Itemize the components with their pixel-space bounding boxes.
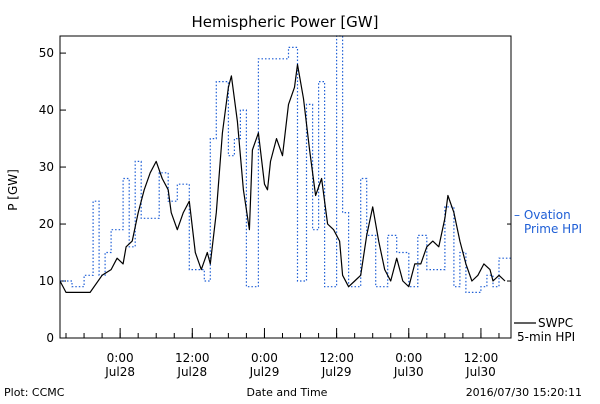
legend-ovation-line1: – Ovation: [514, 208, 571, 222]
legend-swpc-line2: 5-min HPI: [517, 330, 575, 344]
x-tick-time-label: 12:00: [319, 351, 354, 365]
x-tick-time-label: 0:00: [395, 351, 422, 365]
x-tick-date-label: Jul28: [176, 365, 207, 379]
plot-timestamp: 2016/07/30 15:20:11: [466, 386, 582, 399]
y-tick-label: 0: [46, 331, 54, 345]
series-line-swpc-5min-hpi: [59, 63, 506, 293]
y-tick-label: 30: [39, 160, 54, 174]
plot-credit: Plot: CCMC: [4, 386, 65, 399]
x-axis-label: Date and Time: [247, 386, 328, 399]
legend-ovation-line2: Prime HPI: [524, 222, 582, 236]
y-tick-label: 20: [39, 217, 54, 231]
x-tick-time-label: 0:00: [251, 351, 278, 365]
plot-frame: [59, 35, 512, 339]
chart-title: Hemispheric Power [GW]: [192, 13, 379, 31]
y-tick-label: 10: [39, 274, 54, 288]
y-tick-label: 40: [39, 103, 54, 117]
x-tick-time-label: 12:00: [464, 351, 499, 365]
x-tick-date-label: Jul29: [321, 365, 352, 379]
plot-area: 010203040500:00Jul2812:00Jul280:00Jul291…: [39, 35, 512, 379]
y-tick-label: 50: [39, 46, 54, 60]
x-tick-date-label: Jul30: [393, 365, 424, 379]
y-axis-label: P [GW]: [6, 169, 20, 211]
x-tick-time-label: 0:00: [107, 351, 134, 365]
x-tick-date-label: Jul29: [249, 365, 280, 379]
series-line-ovation-prime-hpi: [60, 35, 511, 293]
x-tick-date-label: Jul28: [104, 365, 135, 379]
x-tick-date-label: Jul30: [465, 365, 496, 379]
x-tick-time-label: 12:00: [175, 351, 210, 365]
legend-swpc-line1: SWPC: [538, 316, 573, 330]
